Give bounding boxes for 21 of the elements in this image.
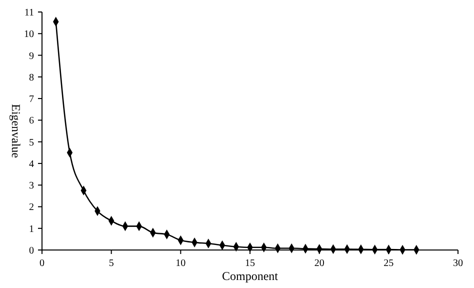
y-tick-label: 10 bbox=[24, 29, 34, 40]
y-tick-label: 7 bbox=[29, 94, 34, 106]
y-tick-label: 9 bbox=[29, 50, 34, 62]
y-tick-label: 5 bbox=[29, 137, 34, 148]
y-tick-label: 1 bbox=[29, 224, 34, 235]
x-tick-label: 20 bbox=[314, 258, 324, 269]
x-tick-label: 5 bbox=[108, 258, 114, 269]
y-tick-label: 3 bbox=[29, 180, 34, 192]
y-tick-label: 6 bbox=[29, 116, 34, 127]
x-tick-label: 15 bbox=[245, 258, 255, 269]
y-tick-label: 2 bbox=[29, 202, 34, 214]
y-tick-label: 8 bbox=[29, 72, 34, 84]
x-tick-label: 0 bbox=[40, 258, 44, 269]
x-axis-title: Component bbox=[222, 269, 279, 283]
x-tick-label: 25 bbox=[384, 258, 394, 269]
x-tick-label: 10 bbox=[176, 258, 186, 269]
y-tick-label: 11 bbox=[24, 8, 34, 18]
y-tick-label: 4 bbox=[29, 158, 34, 170]
y-axis-title: Eigenvalue bbox=[9, 104, 23, 158]
x-tick-label: 30 bbox=[453, 258, 463, 269]
y-tick-label: 0 bbox=[29, 246, 34, 256]
